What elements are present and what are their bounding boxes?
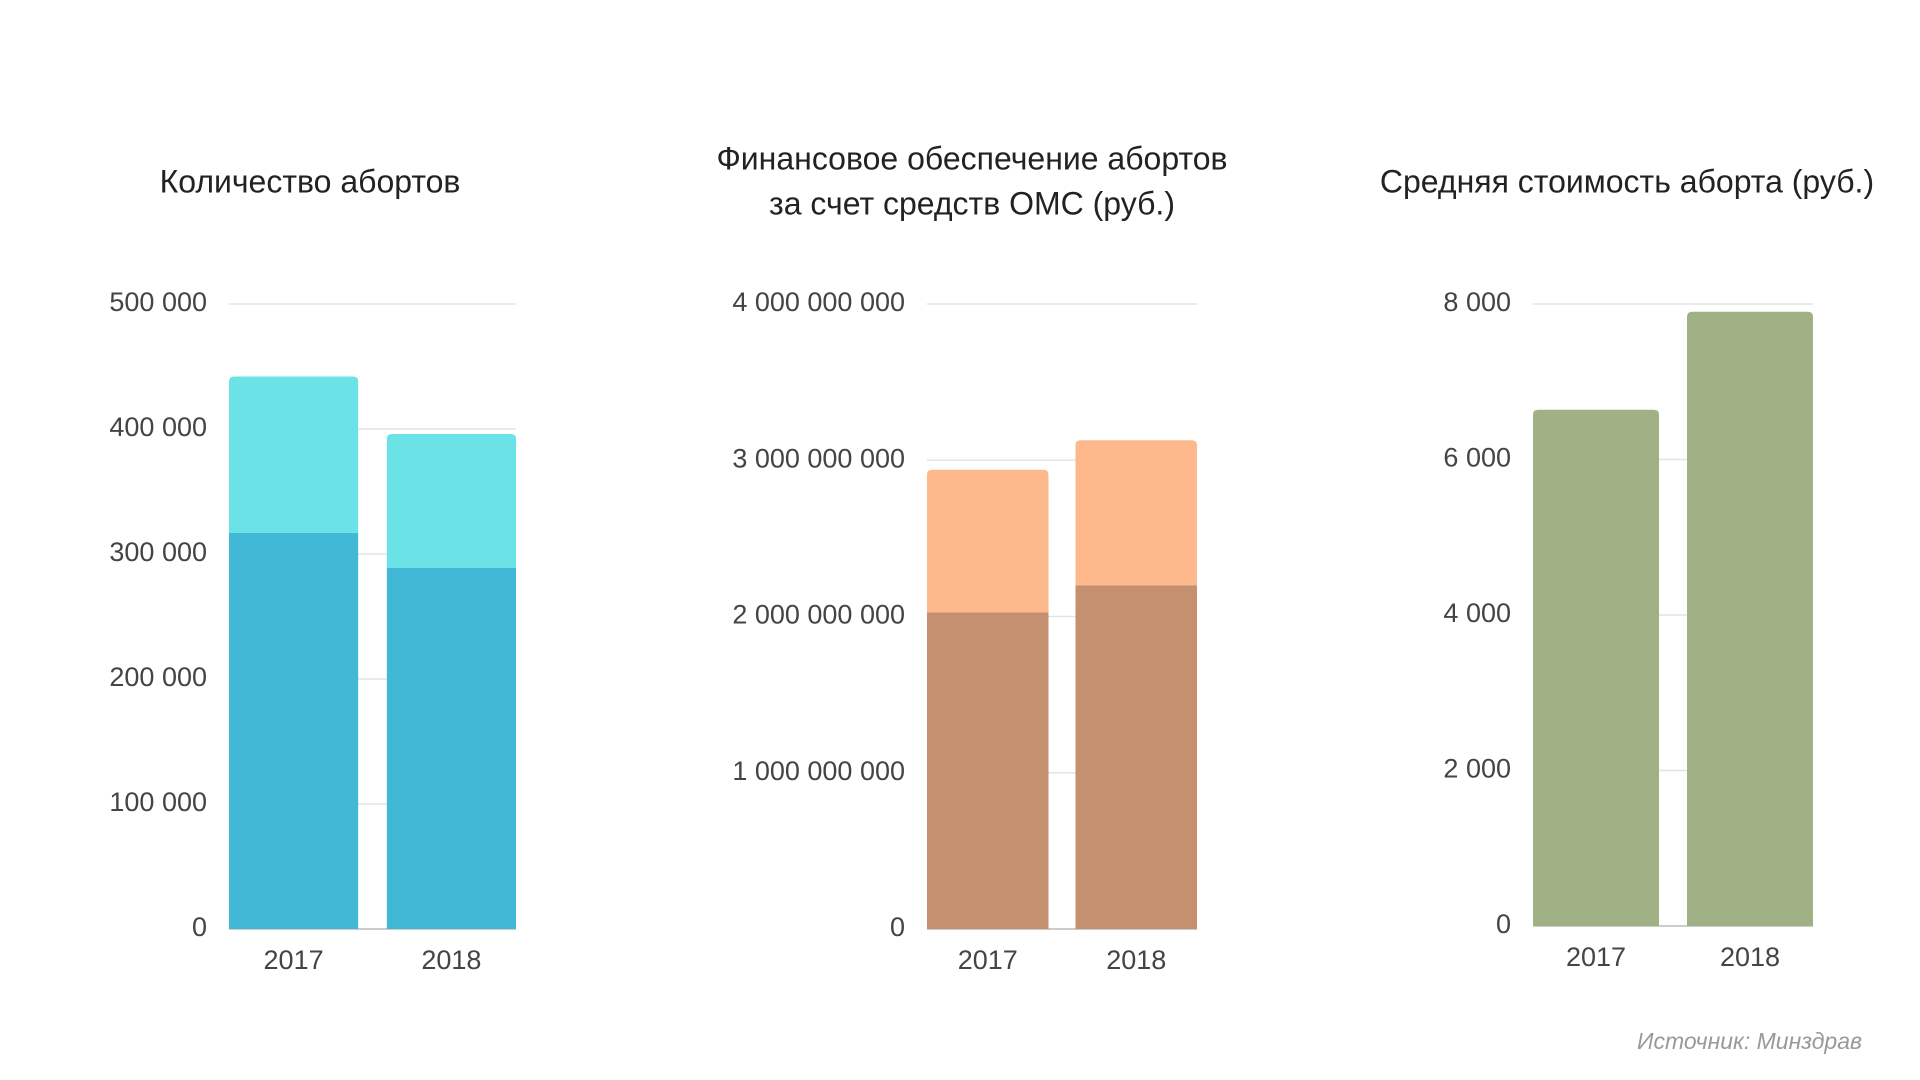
chart-title: Финансовое обеспечение абортов <box>716 140 1227 176</box>
y-tick-label: 6 000 <box>1443 443 1511 473</box>
y-tick-label: 2 000 000 000 <box>732 600 905 630</box>
bar <box>1533 409 1659 926</box>
y-tick-label: 1 000 000 000 <box>732 756 905 786</box>
bar <box>386 567 516 929</box>
y-tick-label: 0 <box>192 912 207 942</box>
y-tick-label: 400 000 <box>109 412 207 442</box>
y-tick-label: 8 000 <box>1443 287 1511 317</box>
bar <box>1687 311 1813 926</box>
x-tick-label: 2018 <box>1720 942 1780 972</box>
bar <box>386 434 516 568</box>
y-tick-label: 4 000 000 000 <box>732 287 905 317</box>
chart-title: Средняя стоимость аборта (руб.) <box>1380 163 1874 199</box>
x-tick-label: 2018 <box>1106 945 1166 975</box>
y-tick-label: 500 000 <box>109 287 207 317</box>
x-tick-label: 2017 <box>1566 942 1626 972</box>
y-tick-label: 300 000 <box>109 537 207 567</box>
y-tick-label: 2 000 <box>1443 754 1511 784</box>
y-tick-label: 200 000 <box>109 662 207 692</box>
x-tick-label: 2018 <box>421 945 481 975</box>
bar <box>927 469 1049 613</box>
chart-title: Количество абортов <box>160 163 461 199</box>
x-tick-label: 2017 <box>958 945 1018 975</box>
y-tick-label: 0 <box>890 912 905 942</box>
y-tick-label: 100 000 <box>109 787 207 817</box>
bar <box>229 376 359 533</box>
bar <box>229 532 359 929</box>
y-tick-label: 0 <box>1496 909 1511 939</box>
bar <box>927 612 1049 929</box>
chart-title: за счет средств ОМС (руб.) <box>769 185 1175 221</box>
source-note: Источник: Минздрав <box>1637 1028 1862 1054</box>
y-tick-label: 4 000 <box>1443 598 1511 628</box>
bar <box>1075 440 1197 586</box>
y-tick-label: 3 000 000 000 <box>732 443 905 473</box>
bar <box>1075 585 1197 929</box>
x-tick-label: 2017 <box>264 945 324 975</box>
